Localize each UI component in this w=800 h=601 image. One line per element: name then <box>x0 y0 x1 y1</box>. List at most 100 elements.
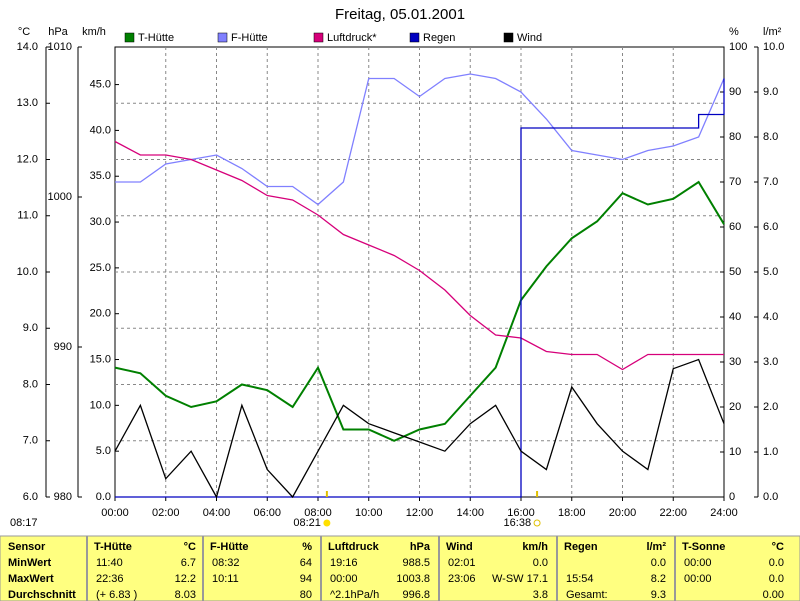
y-tick-label: 30 <box>729 356 741 368</box>
table-bg <box>0 535 800 601</box>
row-label: Durchschnitt <box>8 589 76 601</box>
cell-time: 00:00 <box>330 573 358 585</box>
cell-value: 94 <box>300 573 312 585</box>
column-name: Wind <box>446 541 473 553</box>
column-unit: % <box>302 541 312 553</box>
cell-value: 8.2 <box>651 573 666 585</box>
y-tick-label: 80 <box>729 131 741 143</box>
y-tick-label: 1010 <box>48 41 72 53</box>
series-line <box>114 180 725 442</box>
cell-time: 22:36 <box>96 573 124 585</box>
legend-label: T-Hütte <box>138 32 174 44</box>
cell-time: 10:11 <box>212 573 239 585</box>
y-tick-label: 90 <box>729 86 741 98</box>
cell-value: W-SW 17.1 <box>492 573 548 585</box>
cell-value: 9.3 <box>651 589 666 601</box>
y-tick-label: 10.0 <box>17 266 38 278</box>
axis-unit: hPa <box>48 26 68 38</box>
row-label: MinWert <box>8 557 52 569</box>
y-tick-label: 6.0 <box>763 221 778 233</box>
y-tick-label: 40.0 <box>90 124 111 136</box>
y-tick-label: 0.0 <box>96 491 111 503</box>
x-tick-label: 22:00 <box>659 507 687 519</box>
y-tick-label: 8.0 <box>23 378 38 390</box>
cell-time: 19:16 <box>330 557 358 569</box>
x-tick-label: 04:00 <box>203 507 231 519</box>
y-tick-label: 1000 <box>48 191 72 203</box>
column-name: F-Hütte <box>210 541 249 553</box>
legend-swatch <box>313 32 324 43</box>
y-tick-label: 9.0 <box>763 86 778 98</box>
column-unit: °C <box>184 541 196 553</box>
series-line <box>114 140 724 371</box>
y-tick-label: 35.0 <box>90 170 111 182</box>
y-tick-label: 7.0 <box>23 435 38 447</box>
y-tick-label: 14.0 <box>17 41 38 53</box>
y-tick-label: 10 <box>729 446 741 458</box>
y-tick-label: 0.0 <box>763 491 778 503</box>
cell-time: ^2.1hPa/h <box>330 589 379 601</box>
cell-value: 12.2 <box>175 573 196 585</box>
cell-value: 8.03 <box>175 589 196 601</box>
x-tick-label: 18:00 <box>558 507 586 519</box>
legend-label: F-Hütte <box>231 32 268 44</box>
cell-value: 0.00 <box>763 589 784 601</box>
y-tick-label: 6.0 <box>23 491 38 503</box>
cell-value: 1003.8 <box>396 573 430 585</box>
cell-value: 996.8 <box>402 589 430 601</box>
y-tick-label: 980 <box>54 491 72 503</box>
axis-unit: °C <box>18 26 30 38</box>
y-tick-label: 10.0 <box>90 399 111 411</box>
series-line <box>115 78 725 498</box>
y-tick-label: 70 <box>729 176 741 188</box>
cell-time: 00:00 <box>684 573 712 585</box>
x-tick-label: 10:00 <box>355 507 383 519</box>
cell-time: 15:54 <box>566 573 594 585</box>
y-tick-label: 5.0 <box>96 445 111 457</box>
column-name: Luftdruck <box>328 541 380 553</box>
column-unit: °C <box>772 541 784 553</box>
cell-time: 00:00 <box>684 557 712 569</box>
column-unit: l/m² <box>646 541 666 553</box>
axis-unit: km/h <box>82 26 106 38</box>
y-tick-label: 11.0 <box>17 210 38 222</box>
column-name: T-Hütte <box>94 541 132 553</box>
legend-label: Regen <box>423 32 455 44</box>
x-tick-label: 02:00 <box>152 507 180 519</box>
y-tick-label: 1.0 <box>763 446 778 458</box>
table-header: Sensor <box>8 541 46 553</box>
axis-unit: l/m² <box>763 26 782 38</box>
x-tick-label: 16:00 <box>507 507 535 519</box>
cell-time: Gesamt: <box>566 589 608 601</box>
x-tick-label: 12:00 <box>406 507 434 519</box>
cell-value: 6.7 <box>181 557 196 569</box>
legend-swatch <box>409 32 420 43</box>
y-tick-label: 2.0 <box>763 401 778 413</box>
cell-value: 0.0 <box>769 573 784 585</box>
y-tick-label: 60 <box>729 221 741 233</box>
x-tick-label: 14:00 <box>456 507 484 519</box>
legend-swatch <box>503 32 514 43</box>
series-line <box>115 73 725 206</box>
y-tick-label: 13.0 <box>17 97 38 109</box>
cell-value: 988.5 <box>402 557 430 569</box>
cell-value: 64 <box>300 557 312 569</box>
legend-swatch <box>217 32 228 43</box>
chart-title: Freitag, 05.01.2001 <box>335 6 465 23</box>
y-tick-label: 5.0 <box>763 266 778 278</box>
cell-value: 80 <box>300 589 312 601</box>
timestamp: 08:17 <box>10 517 38 529</box>
x-tick-label: 08:00 <box>304 507 332 519</box>
y-tick-label: 100 <box>729 41 747 53</box>
y-tick-label: 10.0 <box>763 41 784 53</box>
cell-time: 23:06 <box>448 573 476 585</box>
x-tick-label: 00:00 <box>101 507 129 519</box>
sun-time: 08:21 <box>293 517 321 529</box>
y-tick-label: 12.0 <box>17 153 38 165</box>
x-tick-label: 24:00 <box>710 507 738 519</box>
cell-value: 0.0 <box>651 557 666 569</box>
y-tick-label: 25.0 <box>90 262 111 274</box>
cell-time: 02:01 <box>448 557 476 569</box>
